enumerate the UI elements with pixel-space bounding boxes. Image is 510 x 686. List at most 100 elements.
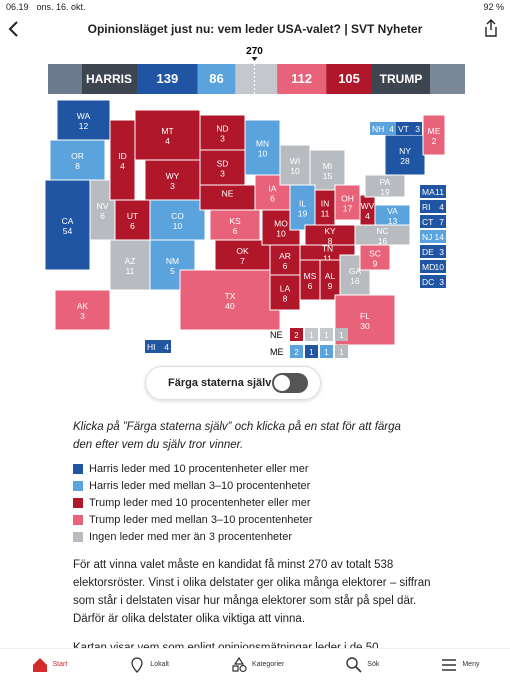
state-shape (334, 184, 361, 221)
state[interactable]: NE (199, 184, 256, 211)
tab[interactable]: Meny (440, 656, 479, 674)
state-votes: 4 (164, 342, 169, 352)
state[interactable]: AK3 (54, 289, 111, 331)
state-abbr: MS (304, 271, 317, 281)
legend-swatch (73, 497, 83, 508)
state[interactable]: LA8 (269, 274, 301, 311)
state[interactable]: SC9 (359, 244, 391, 271)
state[interactable]: NM5 (149, 239, 196, 291)
state-votes: 3 (415, 124, 420, 134)
state-abbr: ND (216, 124, 228, 134)
candidate-name: HARRIS (86, 72, 132, 86)
tab[interactable]: Lokalt (128, 656, 169, 674)
state-shape (114, 199, 151, 241)
share-button[interactable] (484, 19, 498, 37)
state-votes: 16 (350, 276, 360, 286)
state[interactable]: WY3 (144, 159, 201, 201)
state-abbr: ID (118, 151, 127, 161)
state[interactable]: HI 4 (145, 340, 171, 353)
district-votes: 1 (309, 348, 314, 357)
legend-swatch (73, 514, 83, 525)
district-votes: 1 (324, 348, 329, 357)
state[interactable]: NH 4 (370, 122, 396, 135)
legend-item: Ingen leder med mer än 3 procentenheter (73, 528, 433, 545)
tab[interactable]: Kategorier (230, 656, 284, 674)
state[interactable]: OK7 (214, 239, 271, 271)
tab-icon (232, 656, 247, 672)
color-toggle[interactable]: Färga staterna själv (145, 366, 321, 400)
state-votes: 8 (75, 161, 80, 171)
state-votes: 12 (79, 121, 89, 131)
state-abbr: NM (166, 256, 179, 266)
state[interactable]: DC 3 (420, 275, 446, 288)
state-votes: 3 (220, 134, 225, 144)
state-votes: 6 (130, 221, 135, 231)
time: 06.19 (6, 2, 29, 12)
district-cell (335, 328, 348, 341)
state-shape (309, 149, 346, 191)
tab[interactable]: Start (31, 656, 67, 674)
state-abbr: FL (360, 311, 370, 321)
state[interactable]: NJ 14 (420, 230, 446, 243)
legend-item: Trump leder med mellan 3–10 procentenhet… (73, 511, 433, 528)
state-abbr: KS (229, 216, 241, 226)
state[interactable]: UT6 (114, 199, 151, 241)
state[interactable]: VT 3 (396, 122, 422, 135)
state-abbr: DC (422, 277, 434, 287)
tab-label: Sök (367, 661, 380, 668)
state[interactable]: ME2 (422, 114, 446, 156)
state[interactable]: ND3 (199, 114, 246, 151)
state-votes: 3 (439, 277, 444, 287)
state-votes: 10 (276, 229, 286, 239)
district-cell (320, 328, 333, 341)
state[interactable]: KS6 (209, 209, 261, 241)
state[interactable]: MT4 (134, 109, 201, 161)
legend-swatch (73, 480, 83, 491)
state[interactable]: CT 7 (420, 215, 446, 228)
state[interactable]: MS6 (299, 259, 321, 301)
district-cell (305, 328, 318, 341)
tally-segment (277, 64, 327, 94)
state-abbr: IL (299, 199, 306, 209)
state[interactable]: ID4 (109, 119, 136, 201)
back-button[interactable] (8, 21, 20, 37)
state[interactable]: AL9 (319, 259, 341, 301)
state-box (370, 122, 396, 135)
state-votes: 8 (283, 294, 288, 304)
state[interactable]: OR8 (49, 139, 106, 181)
threshold-marker (251, 57, 258, 61)
legend-item: Harris leder med mellan 3–10 procentenhe… (73, 477, 433, 494)
district-cell (290, 328, 303, 341)
state-votes: 10 (435, 262, 445, 272)
tab[interactable]: Sök (345, 656, 379, 674)
state[interactable]: MA 11 (420, 185, 446, 198)
state[interactable]: DE 3 (420, 245, 446, 258)
state-votes: 11 (323, 254, 332, 264)
legend-label: Trump leder med mellan 3–10 procentenhet… (89, 513, 313, 526)
state[interactable]: AR6 (269, 244, 301, 276)
switch[interactable] (272, 373, 308, 393)
state[interactable]: NV6 (89, 179, 116, 241)
state[interactable]: MD 10 (420, 260, 446, 273)
tab-label: Kategorier (251, 661, 285, 668)
state[interactable]: RI 4 (420, 200, 446, 213)
state[interactable]: SD3 (199, 149, 246, 186)
state-abbr: TX (225, 291, 236, 301)
toggle-label: Färga staterna själv (168, 377, 272, 389)
state[interactable]: WV4 (359, 194, 376, 226)
